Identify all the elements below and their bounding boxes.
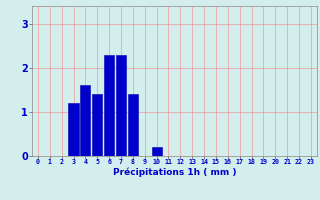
Bar [116, 55, 126, 156]
Bar [92, 94, 102, 156]
Bar [128, 94, 138, 156]
X-axis label: Précipitations 1h ( mm ): Précipitations 1h ( mm ) [113, 168, 236, 177]
Bar [68, 103, 79, 156]
Bar [80, 85, 91, 156]
Bar [104, 55, 114, 156]
Bar [152, 147, 162, 156]
